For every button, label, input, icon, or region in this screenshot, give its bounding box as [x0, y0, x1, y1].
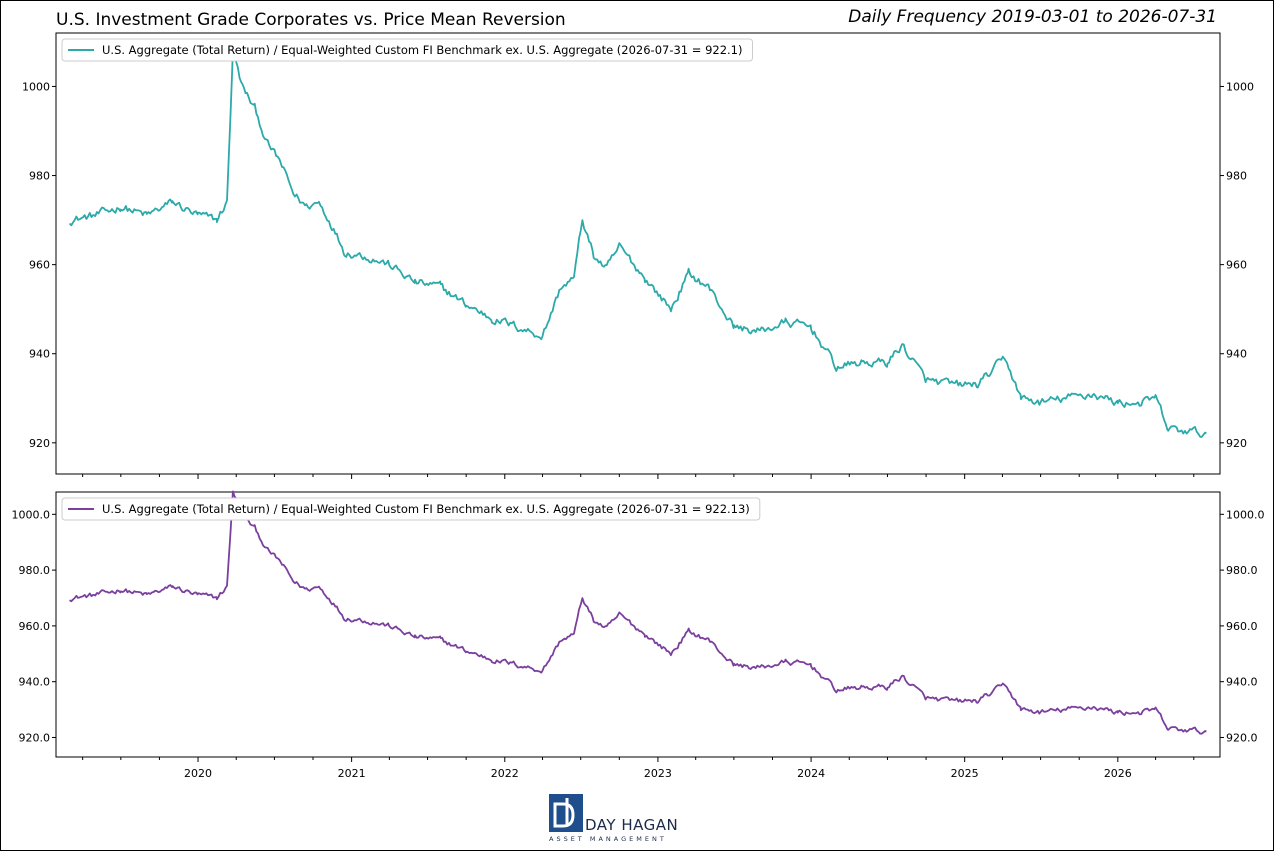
series-line-1	[68, 48, 1207, 438]
y-tick-label-left: 980.0	[19, 564, 51, 577]
y-tick-label-left: 1000	[22, 80, 50, 93]
plot-area-1	[55, 32, 1221, 475]
series-line-2	[69, 490, 1207, 735]
x-tick-label: 2020	[184, 767, 212, 780]
y-tick-label-right: 980	[1226, 170, 1247, 183]
y-tick-label-left: 920.0	[19, 731, 51, 744]
x-tick-label: 2021	[338, 767, 366, 780]
y-tick-label-right: 1000.0	[1226, 508, 1265, 521]
y-tick-label-right: 920	[1226, 437, 1247, 450]
y-tick-label-right: 980.0	[1226, 564, 1258, 577]
y-tick-label-right: 960.0	[1226, 620, 1258, 633]
legend-box-2	[61, 497, 761, 521]
plot-area-2	[55, 491, 1221, 758]
y-tick-label-left: 980	[29, 170, 50, 183]
logo-mark-icon	[549, 794, 583, 832]
x-tick-label: 2025	[951, 767, 979, 780]
legend-label-1: U.S. Aggregate (Total Return) / Equal-We…	[102, 43, 742, 57]
y-tick-label-right: 1000	[1226, 80, 1254, 93]
x-tick-label: 2024	[797, 767, 825, 780]
chart-subtitle: Daily Frequency 2019-03-01 to 2026-07-31	[848, 7, 1217, 27]
y-tick-label-left: 940.0	[19, 676, 51, 689]
x-tick-label: 2023	[644, 767, 672, 780]
chart-title: U.S. Investment Grade Corporates vs. Pri…	[56, 10, 566, 30]
y-tick-label-right: 940	[1226, 348, 1247, 361]
logo-subtitle: ASSET MANAGEMENT	[549, 835, 667, 843]
y-tick-label-left: 960	[29, 259, 50, 272]
y-tick-label-left: 940	[29, 348, 50, 361]
y-tick-label-right: 920.0	[1226, 731, 1258, 744]
y-tick-label-right: 960	[1226, 259, 1247, 272]
x-tick-label: 2026	[1104, 767, 1132, 780]
logo-name: DAY HAGAN	[585, 816, 679, 834]
y-tick-label-left: 1000.0	[12, 508, 51, 521]
day-hagan-logo: DAY HAGAN ASSET MANAGEMENT	[549, 794, 699, 846]
y-tick-label-left: 960.0	[19, 620, 51, 633]
y-tick-label-right: 940.0	[1226, 676, 1258, 689]
legend-box-1	[61, 38, 753, 62]
legend-label-2: U.S. Aggregate (Total Return) / Equal-We…	[102, 502, 750, 516]
y-tick-label-left: 920	[29, 437, 50, 450]
x-tick-label: 2022	[491, 767, 519, 780]
